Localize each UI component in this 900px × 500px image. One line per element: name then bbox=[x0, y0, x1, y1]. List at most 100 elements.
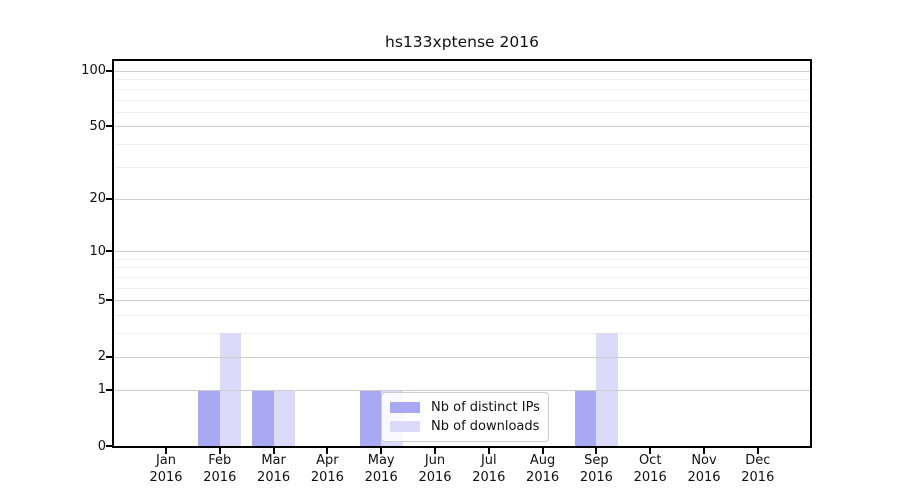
x-tick-year: 2016 bbox=[472, 470, 506, 485]
y-tick-label-100: 100 bbox=[81, 63, 106, 79]
x-tick-year: 2016 bbox=[741, 470, 775, 485]
legend-swatch-1 bbox=[390, 421, 420, 432]
x-tick-label-jul: Jul 2016 bbox=[459, 452, 519, 486]
x-tick-mark-dec bbox=[756, 448, 759, 454]
x-tick-mark-aug bbox=[541, 448, 544, 454]
gridline-minor-40 bbox=[114, 144, 810, 146]
legend-label-1: Nb of downloads bbox=[431, 419, 540, 434]
x-tick-month: Sep bbox=[584, 453, 609, 468]
plot-area: Nb of distinct IPs Nb of downloads bbox=[112, 59, 812, 448]
bar-downloads-feb bbox=[219, 333, 242, 446]
x-tick-month: Oct bbox=[638, 453, 662, 468]
x-tick-month: Dec bbox=[745, 453, 771, 468]
x-tick-mark-apr bbox=[326, 448, 329, 454]
x-tick-label-dec: Dec 2016 bbox=[728, 452, 788, 486]
x-tick-year: 2016 bbox=[364, 470, 398, 485]
x-tick-year: 2016 bbox=[418, 470, 452, 485]
legend-row-0: Nb of distinct IPs bbox=[390, 398, 540, 417]
bar-distinct-ips-feb bbox=[198, 389, 220, 446]
gridline-minor-6 bbox=[114, 287, 810, 289]
x-tick-month: Aug bbox=[529, 453, 556, 468]
x-tick-mark-oct bbox=[649, 448, 652, 454]
x-tick-label-oct: Oct 2016 bbox=[620, 452, 680, 486]
gridline-major-20 bbox=[114, 198, 810, 200]
x-tick-year: 2016 bbox=[579, 470, 613, 485]
y-tick-mark-10 bbox=[106, 250, 112, 253]
y-tick-label-2: 2 bbox=[97, 349, 106, 365]
x-tick-mark-nov bbox=[703, 448, 705, 454]
gridline-minor-90 bbox=[114, 79, 810, 81]
y-tick-mark-0 bbox=[106, 445, 112, 447]
gridline-minor-8 bbox=[114, 267, 810, 269]
x-tick-month: May bbox=[367, 453, 395, 468]
gridline-minor-3 bbox=[114, 333, 810, 335]
y-tick-label-0: 0 bbox=[97, 438, 106, 454]
bar-downloads-mar bbox=[273, 389, 296, 446]
y-tick-mark-2 bbox=[106, 355, 112, 358]
bar-distinct-ips-may bbox=[359, 389, 382, 446]
x-tick-month: Nov bbox=[691, 453, 717, 468]
x-tick-label-aug: Aug 2016 bbox=[513, 452, 573, 486]
x-tick-month: Feb bbox=[208, 453, 232, 468]
x-tick-year: 2016 bbox=[257, 470, 291, 485]
x-tick-month: Mar bbox=[261, 453, 286, 468]
y-tick-mark-20 bbox=[106, 197, 112, 200]
bar-downloads-sep bbox=[596, 333, 618, 446]
gridline-major-100 bbox=[114, 70, 810, 72]
y-tick-label-10: 10 bbox=[89, 243, 106, 259]
x-tick-label-nov: Nov 2016 bbox=[674, 452, 734, 486]
x-tick-month: Jan bbox=[155, 453, 177, 468]
bar-distinct-ips-sep bbox=[574, 389, 597, 446]
y-tick-mark-100 bbox=[106, 69, 112, 72]
y-tick-label-20: 20 bbox=[89, 191, 106, 206]
gridline-minor-9 bbox=[114, 258, 810, 260]
x-tick-year: 2016 bbox=[149, 470, 183, 485]
x-tick-mark-jul bbox=[487, 448, 490, 454]
legend-swatch-0 bbox=[390, 402, 420, 413]
gridline-major-1 bbox=[114, 389, 810, 391]
x-tick-month: Jun bbox=[424, 453, 446, 468]
x-tick-month: Apr bbox=[316, 453, 339, 468]
x-tick-mark-jun bbox=[434, 448, 436, 454]
x-tick-label-may: May 2016 bbox=[351, 452, 411, 486]
x-tick-year: 2016 bbox=[633, 470, 667, 485]
bar-distinct-ips-mar bbox=[252, 389, 274, 446]
y-tick-mark-5 bbox=[106, 299, 112, 302]
x-tick-mark-sep bbox=[595, 448, 598, 454]
x-tick-year: 2016 bbox=[526, 470, 560, 485]
gridline-minor-80 bbox=[114, 88, 810, 90]
gridline-major-10 bbox=[114, 251, 810, 253]
x-tick-label-jan: Jan 2016 bbox=[136, 452, 196, 486]
gridline-major-2 bbox=[114, 356, 810, 358]
x-tick-month: Jul bbox=[480, 453, 497, 468]
x-tick-mark-may bbox=[380, 448, 383, 454]
gridline-major-5 bbox=[114, 300, 810, 302]
x-tick-label-apr: Apr 2016 bbox=[297, 452, 357, 486]
chart-title: hs133xptense 2016 bbox=[385, 33, 539, 51]
legend-label-0: Nb of distinct IPs bbox=[431, 400, 540, 415]
x-tick-year: 2016 bbox=[203, 470, 237, 485]
x-tick-year: 2016 bbox=[310, 470, 344, 485]
x-tick-label-feb: Feb 2016 bbox=[190, 452, 250, 486]
gridline-minor-4 bbox=[114, 315, 810, 317]
gridline-minor-7 bbox=[114, 277, 810, 278]
gridline-minor-30 bbox=[114, 166, 810, 168]
y-tick-label-5: 5 bbox=[97, 292, 106, 308]
x-tick-year: 2016 bbox=[687, 470, 721, 485]
x-tick-label-sep: Sep 2016 bbox=[566, 452, 626, 486]
y-tick-label-50: 50 bbox=[89, 118, 106, 134]
gridline-major-50 bbox=[114, 126, 810, 128]
x-tick-mark-mar bbox=[272, 448, 275, 454]
x-tick-label-mar: Mar 2016 bbox=[244, 452, 304, 486]
legend-row-1: Nb of downloads bbox=[390, 417, 539, 436]
gridline-minor-70 bbox=[114, 99, 810, 101]
y-tick-label-1: 1 bbox=[97, 382, 106, 398]
x-tick-mark-feb bbox=[218, 448, 221, 454]
x-tick-label-jun: Jun 2016 bbox=[405, 452, 465, 486]
y-tick-mark-50 bbox=[106, 125, 112, 128]
legend: Nb of distinct IPs Nb of downloads bbox=[381, 392, 549, 442]
y-tick-mark-1 bbox=[106, 388, 112, 391]
x-tick-mark-jan bbox=[165, 448, 167, 454]
gridline-minor-60 bbox=[114, 111, 810, 113]
